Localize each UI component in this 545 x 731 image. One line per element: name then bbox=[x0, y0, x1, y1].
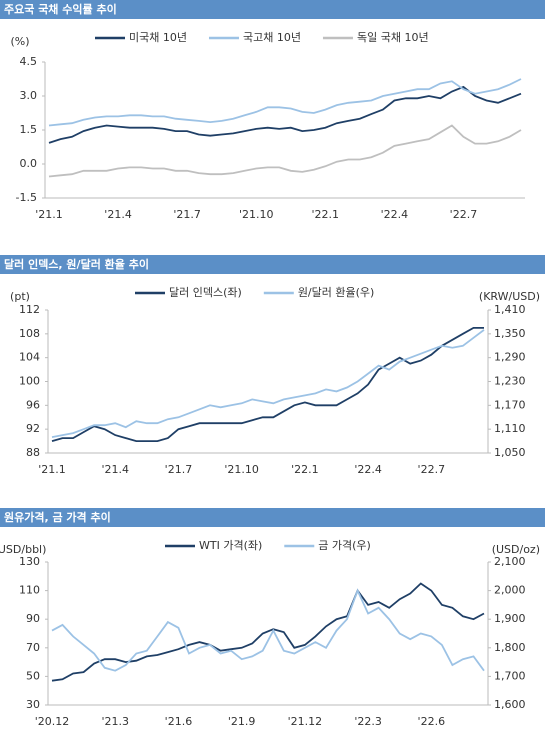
y-tick-label: 50 bbox=[26, 669, 40, 682]
x-tick-label: '21.3 bbox=[101, 715, 129, 728]
y-tick-label: 104 bbox=[19, 351, 40, 364]
x-tick-label: '21.4 bbox=[101, 463, 129, 476]
y2-tick-label: 1,800 bbox=[494, 641, 526, 654]
y-tick-label: -1.5 bbox=[16, 191, 37, 204]
y2-tick-label: 1,900 bbox=[494, 612, 526, 625]
x-tick-label: '22.3 bbox=[354, 715, 382, 728]
y-tick-label: 110 bbox=[19, 584, 40, 597]
y2-tick-label: 1,050 bbox=[494, 446, 526, 459]
section-header-bar bbox=[0, 508, 545, 527]
series-line bbox=[51, 329, 485, 438]
section-title: 원유가격, 금 가격 추이 bbox=[4, 510, 111, 524]
x-tick-label: '21.9 bbox=[228, 715, 256, 728]
legend-label: 미국채 10년 bbox=[129, 31, 187, 44]
x-tick-label: '21.7 bbox=[173, 208, 201, 221]
section-title: 달러 인덱스, 원/달러 환율 추이 bbox=[4, 257, 149, 271]
y2-axis-label: (KRW/USD) bbox=[479, 290, 540, 303]
y2-tick-label: 1,350 bbox=[494, 327, 526, 340]
section-title: 주요국 국채 수익률 추이 bbox=[4, 2, 117, 16]
y2-tick-label: 1,170 bbox=[494, 398, 526, 411]
x-tick-label: '21.12 bbox=[288, 715, 323, 728]
y-tick-label: 30 bbox=[26, 698, 40, 711]
x-tick-label: '22.7 bbox=[450, 208, 478, 221]
x-tick-label: '22.6 bbox=[418, 715, 446, 728]
section-header-bar bbox=[0, 0, 545, 19]
y2-tick-label: 1,110 bbox=[494, 422, 526, 435]
y2-tick-label: 1,230 bbox=[494, 375, 526, 388]
x-tick-label: '22.4 bbox=[381, 208, 409, 221]
y2-tick-label: 1,290 bbox=[494, 351, 526, 364]
y2-tick-label: 2,100 bbox=[494, 555, 526, 568]
series-line bbox=[51, 582, 485, 682]
y-tick-label: 108 bbox=[19, 327, 40, 340]
y-tick-label: 112 bbox=[19, 303, 40, 316]
legend-label: 독일 국채 10년 bbox=[357, 30, 429, 44]
y-tick-label: 88 bbox=[26, 446, 40, 459]
x-tick-label: '22.4 bbox=[354, 463, 382, 476]
series-line bbox=[48, 124, 522, 178]
x-tick-label: '21.10 bbox=[224, 463, 259, 476]
y-tick-label: 1.5 bbox=[20, 123, 38, 136]
y2-tick-label: 2,000 bbox=[494, 584, 526, 597]
legend-label: WTI 가격(좌) bbox=[199, 539, 262, 552]
x-tick-label: '22.1 bbox=[291, 463, 319, 476]
x-tick-label: '21.6 bbox=[165, 715, 193, 728]
y-tick-label: 3.0 bbox=[20, 89, 38, 102]
series-line bbox=[51, 588, 485, 672]
x-tick-label: '21.4 bbox=[104, 208, 132, 221]
y-tick-label: 130 bbox=[19, 555, 40, 568]
y-tick-label: 70 bbox=[26, 641, 40, 654]
y-axis-label: (USD/bbl) bbox=[0, 543, 46, 556]
x-tick-label: '20.12 bbox=[35, 715, 70, 728]
series-line bbox=[48, 78, 522, 127]
legend-label: 국고채 10년 bbox=[243, 31, 301, 44]
legend-label: 달러 인덱스(좌) bbox=[169, 286, 242, 299]
y-tick-label: 4.5 bbox=[20, 55, 38, 68]
y-axis-label: (pt) bbox=[10, 290, 30, 303]
x-tick-label: '22.7 bbox=[418, 463, 446, 476]
y2-axis-label: (USD/oz) bbox=[492, 543, 540, 556]
section-header-bar bbox=[0, 255, 545, 274]
x-tick-label: '22.1 bbox=[312, 208, 340, 221]
legend-label: 금 가격(우) bbox=[318, 539, 371, 552]
y-tick-label: 96 bbox=[26, 398, 40, 411]
x-tick-label: '21.10 bbox=[239, 208, 274, 221]
y-tick-label: 92 bbox=[26, 422, 40, 435]
y-tick-label: 0.0 bbox=[20, 157, 38, 170]
x-tick-label: '21.1 bbox=[35, 208, 63, 221]
series-line bbox=[51, 327, 484, 442]
series-line bbox=[48, 85, 522, 144]
legend-label: 원/달러 환율(우) bbox=[298, 286, 375, 299]
y2-tick-label: 1,410 bbox=[494, 303, 526, 316]
y-tick-label: 100 bbox=[19, 375, 40, 388]
x-tick-label: '21.1 bbox=[38, 463, 66, 476]
y-axis-label: (%) bbox=[10, 35, 29, 48]
y2-tick-label: 1,700 bbox=[494, 669, 526, 682]
y2-tick-label: 1,600 bbox=[494, 698, 526, 711]
x-tick-label: '21.7 bbox=[165, 463, 193, 476]
y-tick-label: 90 bbox=[26, 612, 40, 625]
